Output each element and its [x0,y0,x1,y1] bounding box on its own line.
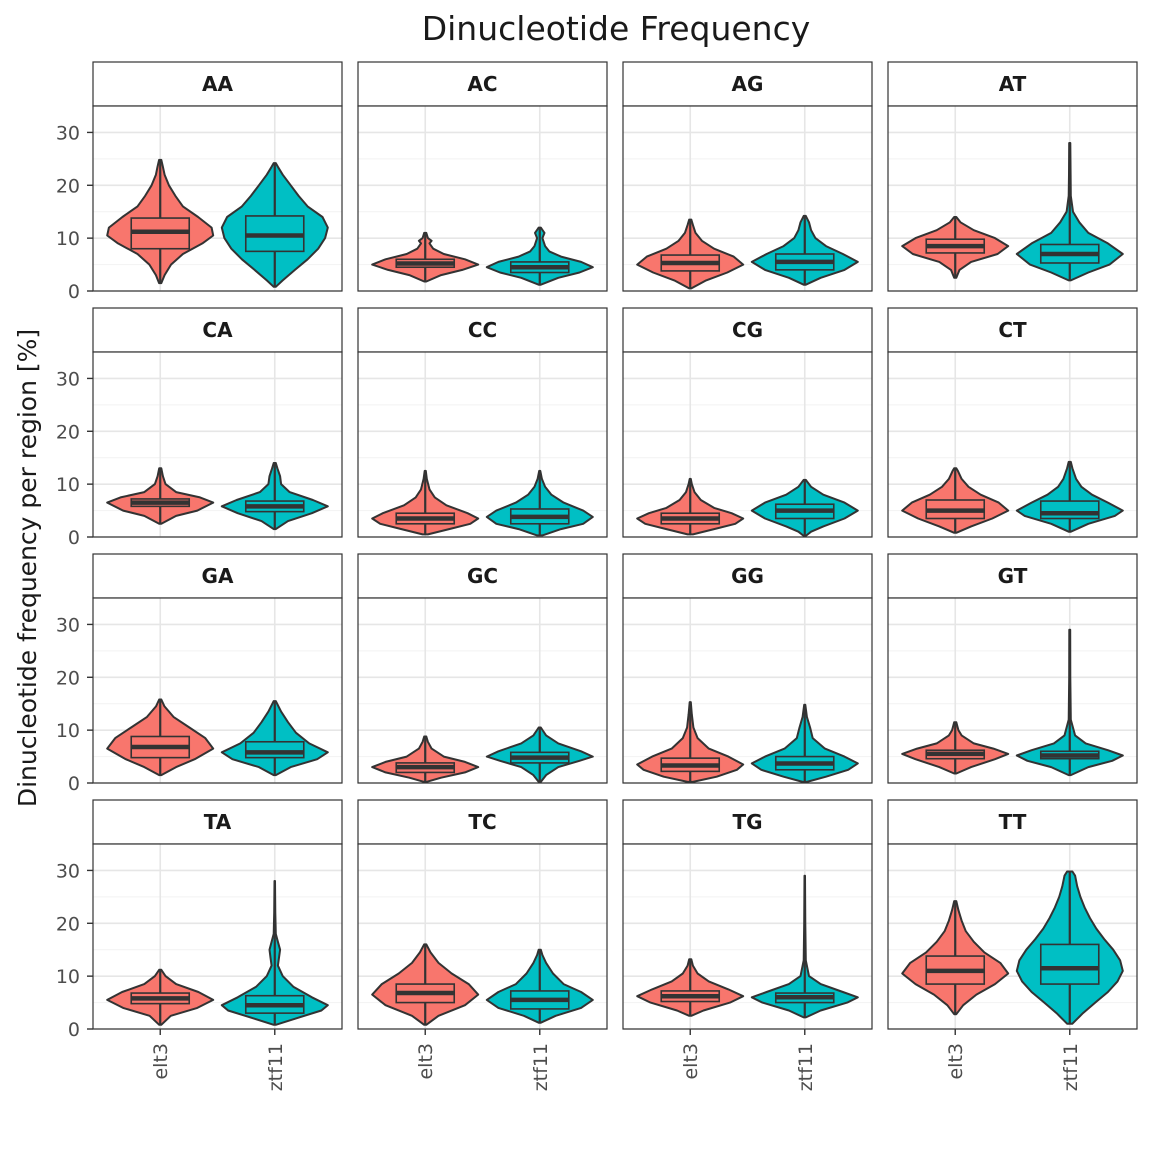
facet-label: GT [998,564,1028,588]
facet-panel-AA: AA 0 10 20 30 [56,61,343,303]
facet-panel-CG: CG [622,307,873,538]
y-tick-label: 20 [56,421,80,443]
facet-label: GC [467,564,498,588]
x-tick-label: ztf11 [795,1043,817,1091]
facet-label: CC [468,318,497,342]
facet-panel-GC: GC [357,553,608,784]
facet-strip [92,553,343,599]
facet-panel-AG: AG [622,61,873,292]
box-ztf11 [1039,943,1100,985]
panel-border [92,597,343,784]
facet-panel-AC: AC [357,61,608,292]
facet-panel-CA: CA 0 10 20 30 [56,307,343,549]
y-axis-label: Dinucleotide frequency per region [%] [13,329,42,807]
facet-strip [622,61,873,107]
facet-label: TC [468,810,496,834]
x-tick-label: ztf11 [1060,1043,1082,1091]
facet-label: CA [202,318,233,342]
y-tick-label: 20 [56,667,80,689]
panel-border [887,597,1138,784]
facet-strip [357,553,608,599]
panel-border [887,351,1138,538]
y-tick-label: 20 [56,175,80,197]
box-ztf11 [1039,500,1100,520]
panel-border [887,105,1138,292]
x-tick-label: elt3 [415,1043,437,1080]
facet-strip [887,553,1138,599]
facet-panel-GA: GA 0 10 20 30 [56,553,343,795]
y-tick-label: 10 [56,720,80,742]
facet-label: GG [731,564,764,588]
panel-border [887,843,1138,1030]
facet-label: TA [204,810,232,834]
facet-label: GA [202,564,234,588]
y-tick-label: 30 [56,368,80,390]
y-tick-label: 0 [68,773,80,795]
panel-border [92,843,343,1030]
panel-border [622,843,873,1030]
facet-panel-TG: TG elt3 ztf11 [622,799,873,1091]
y-tick-label: 10 [56,966,80,988]
facet-strip [887,307,1138,353]
facet-strip [887,61,1138,107]
x-tick-label: elt3 [150,1043,172,1080]
facet-strip [357,307,608,353]
panel-border [622,105,873,292]
facet-strip [622,307,873,353]
panel-border [357,597,608,784]
facet-panel-TC: TC elt3 ztf11 [357,799,608,1091]
facet-label: AA [202,72,233,96]
panel-border [92,105,343,292]
box-ztf11 [244,740,305,759]
panel-border [357,105,608,292]
x-tick-label: ztf11 [265,1043,287,1091]
facet-label: AC [467,72,497,96]
y-tick-label: 10 [56,228,80,250]
facet-strip [92,61,343,107]
facet-strip [887,799,1138,845]
facet-label: CT [998,318,1027,342]
panel-border [357,351,608,538]
facet-strip [92,307,343,353]
facet-strip [622,553,873,599]
y-tick-label: 30 [56,614,80,636]
facet-label: AT [999,72,1027,96]
facet-panel-GG: GG [622,553,873,784]
panel-border [622,351,873,538]
y-tick-label: 10 [56,474,80,496]
y-tick-label: 30 [56,122,80,144]
plot-background [93,106,342,291]
y-tick-label: 30 [56,860,80,882]
chart-title: Dinucleotide Frequency [422,9,811,48]
y-tick-label: 0 [68,527,80,549]
facet-panel-CC: CC [357,307,608,538]
panel-border [622,597,873,784]
x-tick-label: elt3 [945,1043,967,1080]
facet-panel-TA: TA 0 10 20 30 elt3 ztf11 [56,799,343,1091]
y-tick-label: 0 [68,281,80,303]
y-tick-label: 0 [68,1019,80,1041]
facet-strip [92,799,343,845]
facet-strip [622,799,873,845]
panel-border [357,843,608,1030]
panel-border [92,351,343,538]
facet-panel-TT: TT elt3 ztf11 [887,799,1138,1091]
x-tick-label: ztf11 [530,1043,552,1091]
facet-label: TG [732,810,762,834]
facet-strip [357,799,608,845]
facet-label: TT [999,810,1027,834]
facet-label: CG [732,318,763,342]
x-tick-label: elt3 [680,1043,702,1080]
facet-panel-CT: CT [887,307,1138,538]
y-tick-label: 20 [56,913,80,935]
facet-panel-GT: GT [887,553,1138,784]
facet-panel-AT: AT [887,61,1138,292]
facet-label: AG [732,72,764,96]
